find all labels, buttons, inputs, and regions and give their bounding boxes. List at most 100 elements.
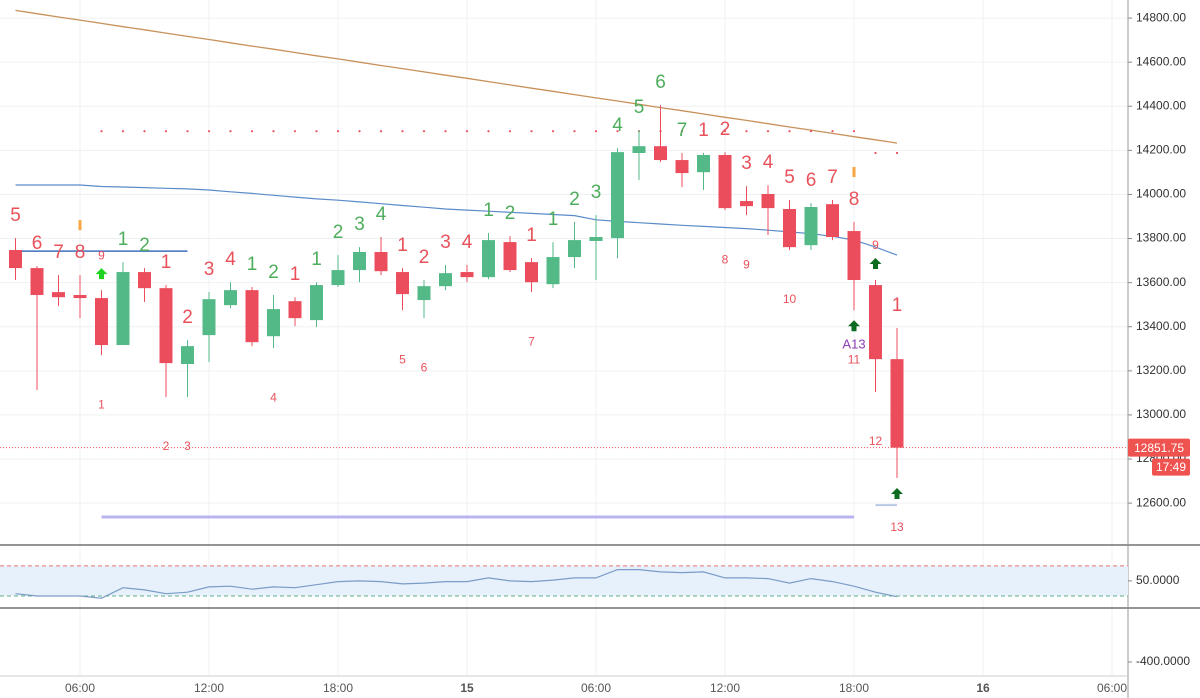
candle-body <box>159 288 173 364</box>
td-label: 5 <box>784 167 795 188</box>
x-tick-label: 18:00 <box>323 681 353 695</box>
y-tick-label: 12600.00 <box>1136 495 1186 509</box>
candle-body <box>654 146 667 161</box>
td-label: 10 <box>783 292 797 306</box>
level-dot <box>143 130 146 133</box>
candle-body <box>847 231 861 280</box>
td-label: 3 <box>184 439 191 453</box>
level-dot <box>616 130 619 133</box>
candle-body <box>73 294 87 299</box>
y-tick-label: 50.0000 <box>1136 573 1180 587</box>
td-label: 2 <box>419 247 430 268</box>
td-label: 7 <box>53 242 64 263</box>
y-tick-label: 14000.00 <box>1136 187 1186 201</box>
level-dot <box>895 151 899 155</box>
td-label: 1 <box>483 200 494 221</box>
y-tick-label: 14400.00 <box>1136 98 1186 112</box>
y-tick-label: 14800.00 <box>1136 10 1186 24</box>
td-label: 11 <box>848 352 861 366</box>
candle-body <box>396 272 409 295</box>
candle-body <box>52 292 65 298</box>
candle-body <box>546 257 560 285</box>
level-dot <box>487 130 490 133</box>
level-dot <box>422 130 426 133</box>
level-dot <box>874 151 877 155</box>
td-label: 1 <box>247 254 258 275</box>
level-dot <box>250 130 254 133</box>
level-dot <box>508 130 512 133</box>
level-dot <box>121 130 125 133</box>
y-tick-label: 13600.00 <box>1136 275 1186 289</box>
level-dot <box>401 130 404 133</box>
candle-body <box>224 290 237 306</box>
level-dot <box>207 130 211 133</box>
td-label: 2 <box>182 307 193 328</box>
candle-body <box>761 194 775 209</box>
candle-body <box>482 240 495 278</box>
td-label: 1 <box>98 397 105 411</box>
y-tick-label: 13000.00 <box>1136 407 1186 421</box>
level-dot <box>702 130 705 133</box>
countdown-label: 17:49 <box>1156 460 1186 474</box>
candle-body <box>804 207 818 246</box>
indicator-line <box>15 184 898 256</box>
candle-body <box>9 250 22 269</box>
td-label: 4 <box>612 115 623 136</box>
signal-marker <box>852 167 856 178</box>
candle-body <box>697 154 710 173</box>
level-dot <box>530 130 533 133</box>
candle-body <box>589 237 603 241</box>
td-label: 2 <box>505 203 516 224</box>
td-label: 2 <box>333 222 344 243</box>
td-label: 3 <box>741 153 752 174</box>
candle-body <box>202 299 216 336</box>
level-dot <box>766 130 770 133</box>
candle-body <box>95 298 108 346</box>
td-label: 3 <box>204 259 215 280</box>
y-tick-label: 14600.00 <box>1136 54 1186 68</box>
candle-body <box>374 251 388 272</box>
candle-body <box>245 290 259 343</box>
signal-arrow <box>869 257 882 269</box>
td-label: 8 <box>75 242 86 263</box>
signal-arrow <box>848 320 860 332</box>
td-label: 2 <box>720 119 731 140</box>
td-label: 1 <box>311 249 322 270</box>
band-fill <box>0 565 1128 596</box>
x-tick-label: 06:00 <box>65 681 95 695</box>
candle-body <box>353 251 366 271</box>
td-label: 4 <box>225 249 236 270</box>
td-label: 13 <box>890 520 904 534</box>
candle-body <box>267 309 280 337</box>
level-dot <box>444 130 447 133</box>
td-label: 8 <box>849 189 860 210</box>
td-label: 4 <box>376 204 387 225</box>
y-tick-label: 13400.00 <box>1136 319 1186 333</box>
td-label: 7 <box>528 334 535 348</box>
signal-arrow <box>95 268 108 280</box>
td-label: 12 <box>869 434 883 448</box>
td-label: 1 <box>118 229 129 250</box>
td-label: 3 <box>354 214 365 235</box>
td-label: 7 <box>827 167 838 188</box>
level-dot <box>788 130 791 133</box>
level-dot <box>551 130 555 133</box>
candle-body <box>331 270 345 286</box>
level-dot <box>379 130 383 133</box>
candle-body <box>740 201 753 207</box>
td-label: 3 <box>591 182 602 203</box>
td-label: 9 <box>743 257 750 271</box>
candle-body <box>869 285 882 360</box>
candle-body <box>783 209 796 248</box>
td-label: 5 <box>399 352 406 366</box>
level-dot <box>723 130 727 133</box>
td-label: A13 <box>842 337 865 352</box>
candle-body <box>138 272 151 289</box>
td-label: 1 <box>548 209 559 230</box>
level-dot <box>272 130 275 133</box>
x-tick-label: 12:00 <box>710 681 740 695</box>
candle-body <box>568 240 581 258</box>
x-tick-label: 06:00 <box>1097 681 1127 695</box>
level-dot <box>315 130 318 133</box>
